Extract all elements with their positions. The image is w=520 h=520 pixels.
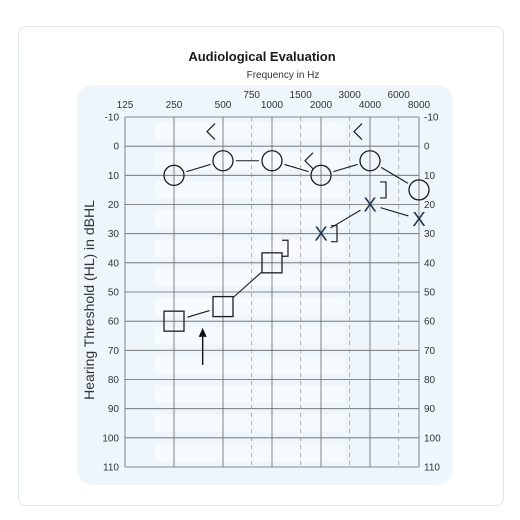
y-tick-label-right: 40 bbox=[424, 258, 436, 269]
square-marker bbox=[261, 252, 283, 274]
y-tick-label-right: 30 bbox=[424, 229, 436, 240]
connector-line bbox=[380, 207, 409, 217]
connector-line bbox=[187, 310, 210, 318]
y-tick-label-left: 50 bbox=[108, 288, 120, 299]
y-tick-label-right: 110 bbox=[424, 463, 440, 474]
audiogram-chart: Audiological Evaluation Frequency in Hz … bbox=[77, 49, 453, 485]
data-marks: X X X bbox=[163, 123, 430, 365]
connector-line bbox=[186, 163, 211, 173]
grid-band bbox=[155, 268, 345, 286]
circle-marker bbox=[359, 150, 381, 172]
x-marker: X bbox=[363, 195, 376, 217]
grid-band bbox=[155, 298, 345, 316]
square-marker bbox=[163, 310, 185, 332]
x-tick-label: 125 bbox=[117, 100, 134, 111]
y-tick-label-right: 20 bbox=[424, 200, 436, 211]
x-axis-label: Frequency in Hz bbox=[247, 70, 320, 81]
connector-line bbox=[380, 166, 409, 184]
y-tick-label-right: 80 bbox=[424, 375, 436, 386]
connector-line bbox=[333, 163, 358, 173]
y-tick-label-left: -10 bbox=[105, 113, 120, 124]
grid-band bbox=[155, 181, 345, 199]
y-tick-label-right: -10 bbox=[424, 113, 439, 124]
y-tick-label-right: 60 bbox=[424, 317, 436, 328]
grid-band bbox=[155, 123, 345, 141]
grid-band bbox=[155, 210, 345, 228]
y-tick-label-right: 0 bbox=[424, 142, 430, 153]
y-tick-label-right: 70 bbox=[424, 346, 436, 357]
circle-marker bbox=[163, 164, 185, 186]
right-bracket-marker bbox=[380, 181, 387, 199]
x-tick-label-minor: 750 bbox=[243, 90, 260, 101]
grid-band bbox=[155, 443, 345, 461]
y-tick-label-left: 10 bbox=[108, 171, 120, 182]
left-bracket-marker bbox=[353, 123, 363, 141]
y-tick-label-right: 90 bbox=[424, 404, 436, 415]
x-tick-label-minor: 6000 bbox=[388, 90, 411, 101]
chart-title: Audiological Evaluation bbox=[188, 49, 335, 64]
x-tick-label-minor: 1500 bbox=[290, 90, 313, 101]
grid-band bbox=[155, 356, 345, 374]
grid-band bbox=[155, 414, 345, 432]
chart-card: Audiological Evaluation Frequency in Hz … bbox=[18, 26, 504, 506]
x-tick-label-minor: 3000 bbox=[339, 90, 362, 101]
y-tick-label-left: 40 bbox=[108, 258, 120, 269]
connector-line bbox=[330, 209, 361, 229]
x-tick-label: 4000 bbox=[359, 100, 382, 111]
left-bracket-marker bbox=[304, 152, 314, 170]
y-tick-label-right: 10 bbox=[424, 171, 436, 182]
left-bracket-marker bbox=[206, 123, 216, 141]
y-tick-label-left: 20 bbox=[108, 200, 120, 211]
y-tick-label-left: 100 bbox=[102, 433, 119, 444]
circle-marker bbox=[212, 150, 234, 172]
x-tick-label: 1000 bbox=[261, 100, 284, 111]
x-tick-label: 2000 bbox=[310, 100, 333, 111]
right-bracket-marker bbox=[282, 239, 289, 257]
x-marker: X bbox=[412, 209, 425, 231]
x-marker: X bbox=[314, 224, 327, 246]
grid-band bbox=[155, 385, 345, 403]
x-tick-label: 500 bbox=[215, 100, 232, 111]
grid-band bbox=[155, 239, 345, 257]
y-tick-label-right: 100 bbox=[424, 433, 441, 444]
y-tick-label-left: 0 bbox=[113, 142, 119, 153]
x-tick-label: 8000 bbox=[408, 100, 431, 111]
y-tick-label-left: 60 bbox=[108, 317, 120, 328]
y-tick-label-left: 30 bbox=[108, 229, 120, 240]
y-axis-label: Hearing Threshold (HL) in dBHL bbox=[81, 200, 97, 400]
connector-line bbox=[284, 163, 309, 173]
connector-line bbox=[233, 271, 262, 298]
y-tick-label-left: 90 bbox=[108, 404, 120, 415]
x-tick-label: 250 bbox=[166, 100, 183, 111]
y-tick-label-left: 110 bbox=[103, 463, 119, 474]
arrow-head bbox=[198, 327, 207, 337]
circle-marker bbox=[261, 150, 283, 172]
y-tick-label-left: 80 bbox=[108, 375, 120, 386]
circle-marker bbox=[310, 164, 332, 186]
square-marker bbox=[212, 295, 234, 318]
y-tick-label-left: 70 bbox=[108, 346, 120, 357]
circle-marker bbox=[408, 179, 430, 201]
y-tick-label-right: 50 bbox=[424, 288, 436, 299]
right-bracket-marker bbox=[331, 225, 338, 243]
